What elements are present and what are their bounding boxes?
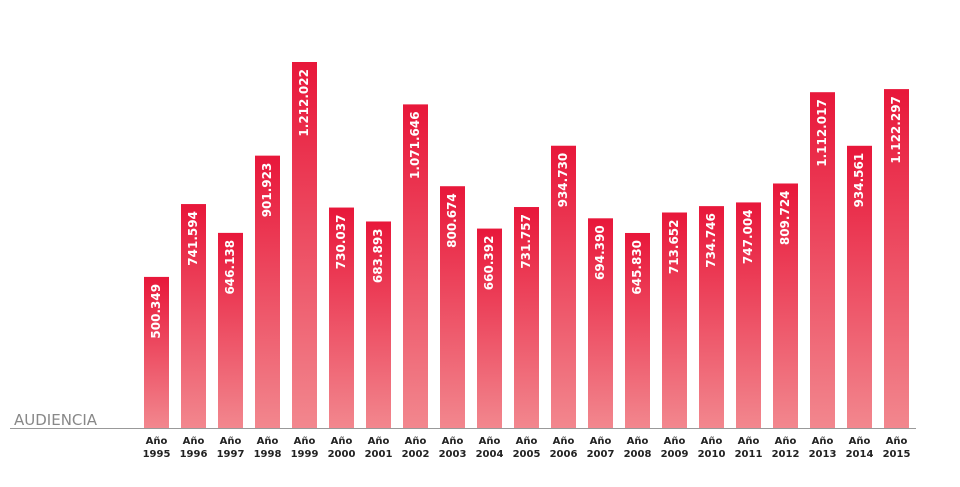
x-tick-label: Año 2008 — [623, 436, 652, 460]
bar — [810, 92, 835, 429]
bar — [884, 89, 909, 429]
bar — [440, 186, 465, 428]
bar — [255, 155, 280, 428]
bar — [292, 62, 317, 428]
bar — [144, 276, 169, 428]
x-tick-label: Año 2009 — [660, 436, 689, 460]
value-label: 683.893 — [371, 228, 385, 283]
value-label: 809.724 — [778, 190, 792, 245]
value-label: 741.594 — [186, 211, 200, 266]
value-label: 660.392 — [482, 236, 496, 291]
value-label: 500.349 — [149, 284, 163, 339]
x-tick-label: Año 2003 — [438, 436, 467, 460]
bar — [773, 183, 798, 428]
bar — [218, 232, 243, 428]
x-tick-label: Año 2015 — [882, 436, 911, 460]
x-tick-label: Año 1998 — [253, 436, 282, 460]
x-tick-label: Año 1996 — [179, 436, 208, 460]
value-label: 1.212.022 — [297, 69, 311, 137]
value-label: 934.561 — [852, 153, 866, 208]
bar — [366, 221, 391, 428]
x-tick-label: Año 1997 — [216, 436, 245, 460]
value-label: 901.923 — [260, 163, 274, 218]
bar — [736, 202, 761, 428]
x-tick-label: Año 2011 — [734, 436, 763, 460]
x-tick-label: Año 2010 — [697, 436, 726, 460]
x-tick-label: Año 2013 — [808, 436, 837, 460]
x-tick-label: Año 2000 — [327, 436, 356, 460]
value-label: 730.037 — [334, 215, 348, 270]
value-label: 1.071.646 — [408, 111, 422, 179]
bar — [551, 145, 576, 428]
x-tick-label: Año 1999 — [290, 436, 319, 460]
x-tick-label: Año 2002 — [401, 436, 430, 460]
bar — [625, 232, 650, 428]
bar — [662, 212, 687, 428]
bar — [588, 218, 613, 428]
value-label: 713.652 — [667, 219, 681, 274]
value-label: 934.730 — [556, 153, 570, 208]
bar — [403, 104, 428, 428]
axis-label: AUDIENCIA — [14, 411, 98, 429]
bar — [699, 206, 724, 428]
x-tick-label: Año 1995 — [142, 436, 171, 460]
value-label: 731.757 — [519, 214, 533, 269]
value-label: 1.112.017 — [815, 99, 829, 167]
bar — [847, 145, 872, 429]
bar — [329, 207, 354, 428]
value-label: 800.674 — [445, 193, 459, 248]
bar — [181, 204, 206, 428]
x-tick-label: Año 2014 — [845, 436, 874, 460]
x-tick-label: Año 2004 — [475, 436, 504, 460]
x-tick-label: Año 2012 — [771, 436, 800, 460]
value-label: 747.004 — [741, 209, 755, 264]
x-tick-label: Año 2007 — [586, 436, 615, 460]
bar — [477, 228, 502, 428]
x-tick-label: Año 2006 — [549, 436, 578, 460]
value-label: 694.390 — [593, 225, 607, 280]
x-tick-label: Año 2001 — [364, 436, 393, 460]
value-label: 645.830 — [630, 240, 644, 295]
value-label: 734.746 — [704, 213, 718, 268]
value-label: 646.138 — [223, 240, 237, 295]
bar — [514, 207, 539, 428]
value-label: 1.122.297 — [889, 96, 903, 164]
x-tick-label: Año 2005 — [512, 436, 541, 460]
